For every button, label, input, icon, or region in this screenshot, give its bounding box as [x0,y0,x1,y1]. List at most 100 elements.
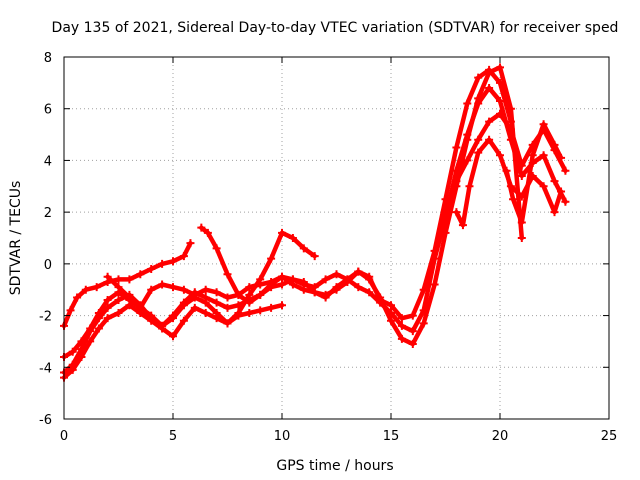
y-tick-label: 4 [44,154,52,169]
data-point-marker [517,171,526,180]
series-line-track-3 [61,85,568,375]
plot-frame [63,56,610,420]
data-point-marker [506,125,515,134]
data-point-marker [201,298,210,307]
data-point-marker [321,275,330,284]
series-line-track-2 [61,67,514,360]
series-line-track-6 [105,230,317,329]
data-point-marker [365,288,374,297]
data-point-marker [528,151,537,160]
data-point-marker [169,257,177,266]
data-point-marker [73,293,82,302]
data-point-marker [103,296,112,305]
data-point-marker [169,314,177,323]
data-point-marker [332,285,341,294]
data-point-marker [136,270,145,279]
y-tick-label: 6 [44,103,52,118]
data-point-marker [387,301,395,310]
data-point-marker [557,153,566,162]
y-tick-label: -6 [39,413,52,428]
x-tick-label: 10 [274,429,291,444]
data-point-marker [136,303,145,312]
data-point-marker [517,161,526,170]
x-tick-label: 5 [169,429,177,444]
data-point-marker [550,208,559,217]
data-point-marker [441,213,450,222]
data-point-marker [419,319,428,328]
data-point-marker [212,288,221,297]
data-point-marker [186,239,195,248]
data-point-marker [539,120,548,129]
data-point-marker [474,148,483,157]
grid-layer [63,56,610,420]
data-point-marker [158,321,167,330]
data-point-marker [114,275,123,284]
data-point-marker [463,99,472,108]
tick-layer: 0 5 10 15 20 25 -6 -4 -2 0 2 4 6 8 [39,51,617,444]
data-point-marker [365,275,374,284]
data-point-marker [288,280,297,289]
data-point-marker [256,275,265,284]
data-point-marker [190,293,199,302]
x-tick-label: 25 [601,429,618,444]
data-point-marker [223,319,232,328]
data-point-marker [245,290,254,299]
data-point-marker [197,223,206,232]
data-point-marker [94,314,103,323]
data-point-marker [203,228,212,237]
data-point-marker [278,301,286,310]
data-point-marker [485,135,494,144]
data-point-marker [557,187,566,196]
data-point-marker [169,332,177,341]
data-point-marker [539,182,548,191]
data-point-marker [550,140,559,149]
data-point-marker [485,68,494,77]
data-point-marker [158,280,167,289]
data-point-marker [267,280,276,289]
data-point-marker [234,308,243,317]
data-point-marker [201,285,210,294]
chart-title: Day 135 of 2021, Sidereal Day-to-day VTE… [52,20,619,36]
data-point-marker [452,208,461,217]
data-point-marker [474,94,483,103]
data-point-marker [299,244,308,253]
data-point-marker [94,324,103,333]
data-point-marker [474,135,483,144]
data-point-marker [179,316,188,325]
data-point-marker [299,277,308,286]
data-point-marker [278,272,286,281]
data-point-marker [509,195,518,204]
data-point-marker [517,234,526,242]
data-point-marker [278,280,286,289]
data-point-marker [103,314,112,323]
data-point-marker [452,143,461,152]
data-point-marker [397,321,406,330]
data-point-marker [66,306,75,315]
data-point-marker [485,84,494,93]
data-point-marker [496,109,504,118]
series-layer [60,63,570,382]
y-axis-label: SDTVAR / TECUs [8,181,24,296]
data-point-marker [158,259,167,268]
data-point-marker [474,73,483,82]
data-point-marker [114,308,123,317]
data-point-marker [267,254,276,263]
data-point-marker [245,308,254,317]
data-point-marker [267,303,276,312]
data-point-marker [114,296,123,305]
data-point-marker [256,306,265,315]
data-point-marker [212,308,221,317]
series-line-track-4 [61,302,285,380]
data-point-marker [408,327,417,336]
x-tick-label: 0 [60,429,68,444]
data-point-marker [354,283,363,292]
data-point-marker [463,156,472,165]
data-point-marker [343,277,352,286]
data-point-marker [86,327,95,336]
data-point-marker [212,298,221,307]
data-point-marker [103,303,112,312]
data-point-marker [310,288,319,297]
series-line-track-7 [443,111,568,220]
data-point-marker [397,314,406,323]
